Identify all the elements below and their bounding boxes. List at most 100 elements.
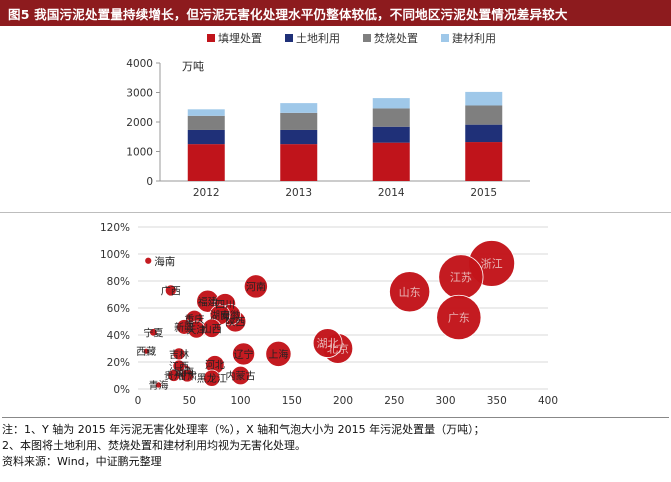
x-tick-label: 2013 (285, 187, 312, 199)
unit-label: 万吨 (182, 60, 204, 73)
bubble-point (230, 365, 251, 386)
bar-segment (372, 142, 410, 181)
point-label: 内蒙古 (226, 370, 256, 383)
point-label: 湖南 (210, 309, 230, 322)
bubble-point (149, 328, 158, 337)
point-label: 贵州 (164, 370, 184, 383)
x-tick-label: 200 (333, 395, 353, 407)
legend-label: 建材利用 (452, 31, 496, 45)
point-label: 西藏 (136, 346, 156, 358)
point-label: 河南 (246, 280, 266, 293)
bar-segment (187, 144, 225, 181)
bar-segment (187, 115, 225, 130)
note-line-2: 2、本图将土地利用、焚烧处置和建材利用均视为无害化处理。 (2, 439, 306, 452)
point-label: 福建 (198, 295, 218, 308)
point-label: 吉林 (169, 348, 189, 361)
point-label: 四川 (215, 300, 235, 311)
point-label: 山西 (202, 323, 222, 335)
bubble-point (180, 368, 195, 383)
x-tick-label: 150 (282, 395, 302, 407)
point-label: 云南 (174, 365, 194, 378)
y-tick-label: 3000 (126, 88, 153, 100)
point-label: 辽宁 (234, 348, 254, 361)
x-tick-label: 100 (230, 395, 250, 407)
stacked-bar-chart: 填埋处置 土地利用 焚烧处置 建材利用 0 1000 2000 3000 4000 万吨 2012 2… (0, 26, 671, 210)
note-source: 资料来源：Wind，中证鹏元整理 (2, 455, 162, 468)
bubble-point (167, 369, 181, 382)
point-label: 江西 (169, 361, 189, 373)
bar-segment (372, 108, 410, 127)
bubble-point (176, 319, 192, 335)
x-tick-label: 50 (183, 395, 196, 407)
point-label: 广西 (161, 285, 181, 297)
x-tick-label: 250 (384, 395, 404, 407)
x-tick-label: 2014 (378, 187, 405, 199)
point-label: 青海 (149, 379, 169, 392)
legend-swatch (207, 34, 215, 42)
point-label: 黑龙江 (197, 372, 227, 385)
point-label: 天津 (186, 325, 206, 337)
point-label: 甘肃 (177, 370, 197, 383)
y-tick-label: 0 (146, 176, 153, 188)
y-tick-label: 40% (107, 330, 130, 342)
bar-segment (280, 103, 318, 113)
bar-segment (280, 129, 318, 145)
legend-swatch (285, 34, 293, 42)
y-tick-label: 0% (113, 384, 130, 396)
point-label: 新疆 (174, 321, 194, 334)
notes: 注：1、Y 轴为 2015 年污泥无害化处理率（%），X 轴和气泡大小为 201… (2, 417, 669, 470)
title-bar: 图5 我国污泥处置量持续增长，但污泥无害化处理水平仍整体较低，不同地区污泥处置情… (0, 0, 671, 26)
bar-segment (187, 129, 225, 145)
bubble-point (154, 381, 163, 389)
legend-label: 填埋处置 (218, 31, 262, 45)
bar-segment (280, 144, 318, 181)
bar-segment (372, 126, 410, 143)
point-label: 宁夏 (143, 326, 163, 339)
point-label: 安徽 (220, 309, 240, 322)
y-tick-label: 60% (107, 303, 130, 315)
stacked-bar-chart-svg: 填埋处置 土地利用 焚烧处置 建材利用 0 1000 2000 3000 4000 万吨 2012 2… (126, 31, 530, 199)
x-tick-label: 0 (135, 395, 142, 407)
y-tick-label: 20% (107, 357, 130, 369)
bar-segment (465, 142, 503, 181)
bar-segment (465, 91, 503, 106)
legend-swatch (441, 34, 449, 42)
point-label: 广东 (448, 311, 470, 324)
legend-label: 焚烧处置 (374, 32, 418, 45)
point-label: 浙江 (481, 257, 503, 270)
bar-segment (465, 124, 503, 143)
x-tick-label: 2015 (470, 187, 497, 199)
legend-swatch (363, 34, 371, 42)
point-label: 北京 (327, 342, 349, 356)
bubble-point (203, 369, 221, 387)
point-label: 重庆 (184, 313, 204, 326)
bubble-point (142, 347, 150, 355)
chart-divider (0, 212, 671, 213)
point-label: 海南 (154, 255, 175, 268)
y-tick-label: 100% (100, 249, 130, 261)
bar-segment (465, 105, 503, 125)
point-label: 山东 (399, 286, 421, 299)
bubble-point (243, 274, 268, 299)
y-tick-label: 4000 (126, 58, 153, 70)
bubble-chart-svg: 0% 20% 40% 60% 80% 100% 120% 0 50 100 150 200 250 300… (100, 222, 558, 407)
bubble-chart: 0% 20% 40% 60% 80% 100% 120% 0 50 100 150 200 250 300… (0, 213, 671, 417)
point-label: 陕西 (225, 316, 245, 329)
legend-label: 土地利用 (296, 32, 340, 45)
bar-segment (280, 112, 318, 130)
point-label: 河北 (205, 360, 225, 372)
bar-segment (187, 109, 225, 116)
x-tick-label: 300 (435, 395, 455, 407)
bubble-point (389, 271, 431, 313)
y-tick-label: 2000 (126, 117, 153, 129)
bubble-point (312, 328, 343, 358)
point-label: 江苏 (450, 271, 472, 284)
bubble-point (164, 284, 177, 297)
note-line-1: 注：1、Y 轴为 2015 年污泥无害化处理率（%），X 轴和气泡大小为 201… (2, 423, 485, 436)
point-label: 上海 (268, 348, 288, 361)
bubble-point (265, 340, 292, 367)
x-tick-label: 400 (538, 395, 558, 407)
bar-segment (372, 98, 410, 109)
y-tick-label: 1000 (126, 147, 153, 159)
bubble-point (232, 342, 256, 366)
